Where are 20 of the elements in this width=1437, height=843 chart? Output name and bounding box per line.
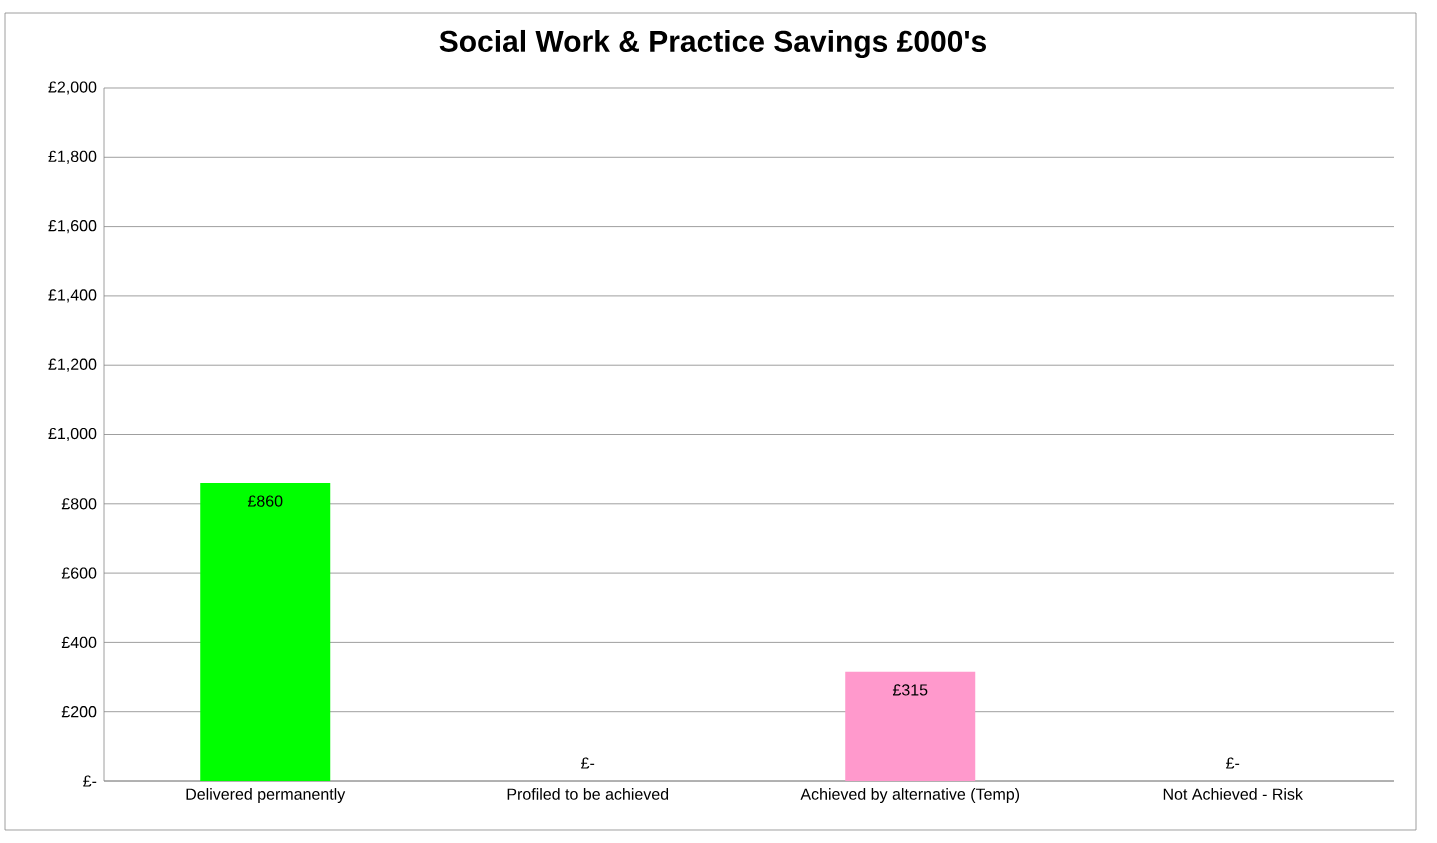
data-label: £315 (892, 684, 928, 696)
y-tick-label: £1,200 (48, 358, 97, 372)
data-label: £- (581, 757, 595, 769)
y-tick-label: £1,600 (48, 220, 97, 234)
y-tick-label: £600 (61, 567, 97, 579)
data-label: £- (1226, 757, 1240, 769)
x-tick-label: Not Achieved - Risk (1163, 788, 1303, 800)
y-tick-label: £1,800 (48, 150, 97, 164)
data-label: £860 (247, 495, 283, 507)
y-tick-label: £1,000 (48, 427, 97, 442)
x-tick-label: Profiled to be achieved (507, 788, 669, 800)
y-tick-label: £800 (61, 498, 97, 510)
chart-title: Social Work & Practice Savings £000's (439, 29, 986, 59)
x-tick-label: Delivered permanently (186, 788, 346, 803)
y-tick-label: £- (83, 775, 97, 787)
x-tick-label: Achieved by alternative (Temp) (800, 788, 1020, 803)
y-tick-label: £2,000 (48, 81, 97, 95)
y-tick-label: £200 (61, 706, 97, 718)
y-tick-label: £400 (61, 636, 97, 649)
y-tick-label: £1,400 (48, 289, 97, 303)
